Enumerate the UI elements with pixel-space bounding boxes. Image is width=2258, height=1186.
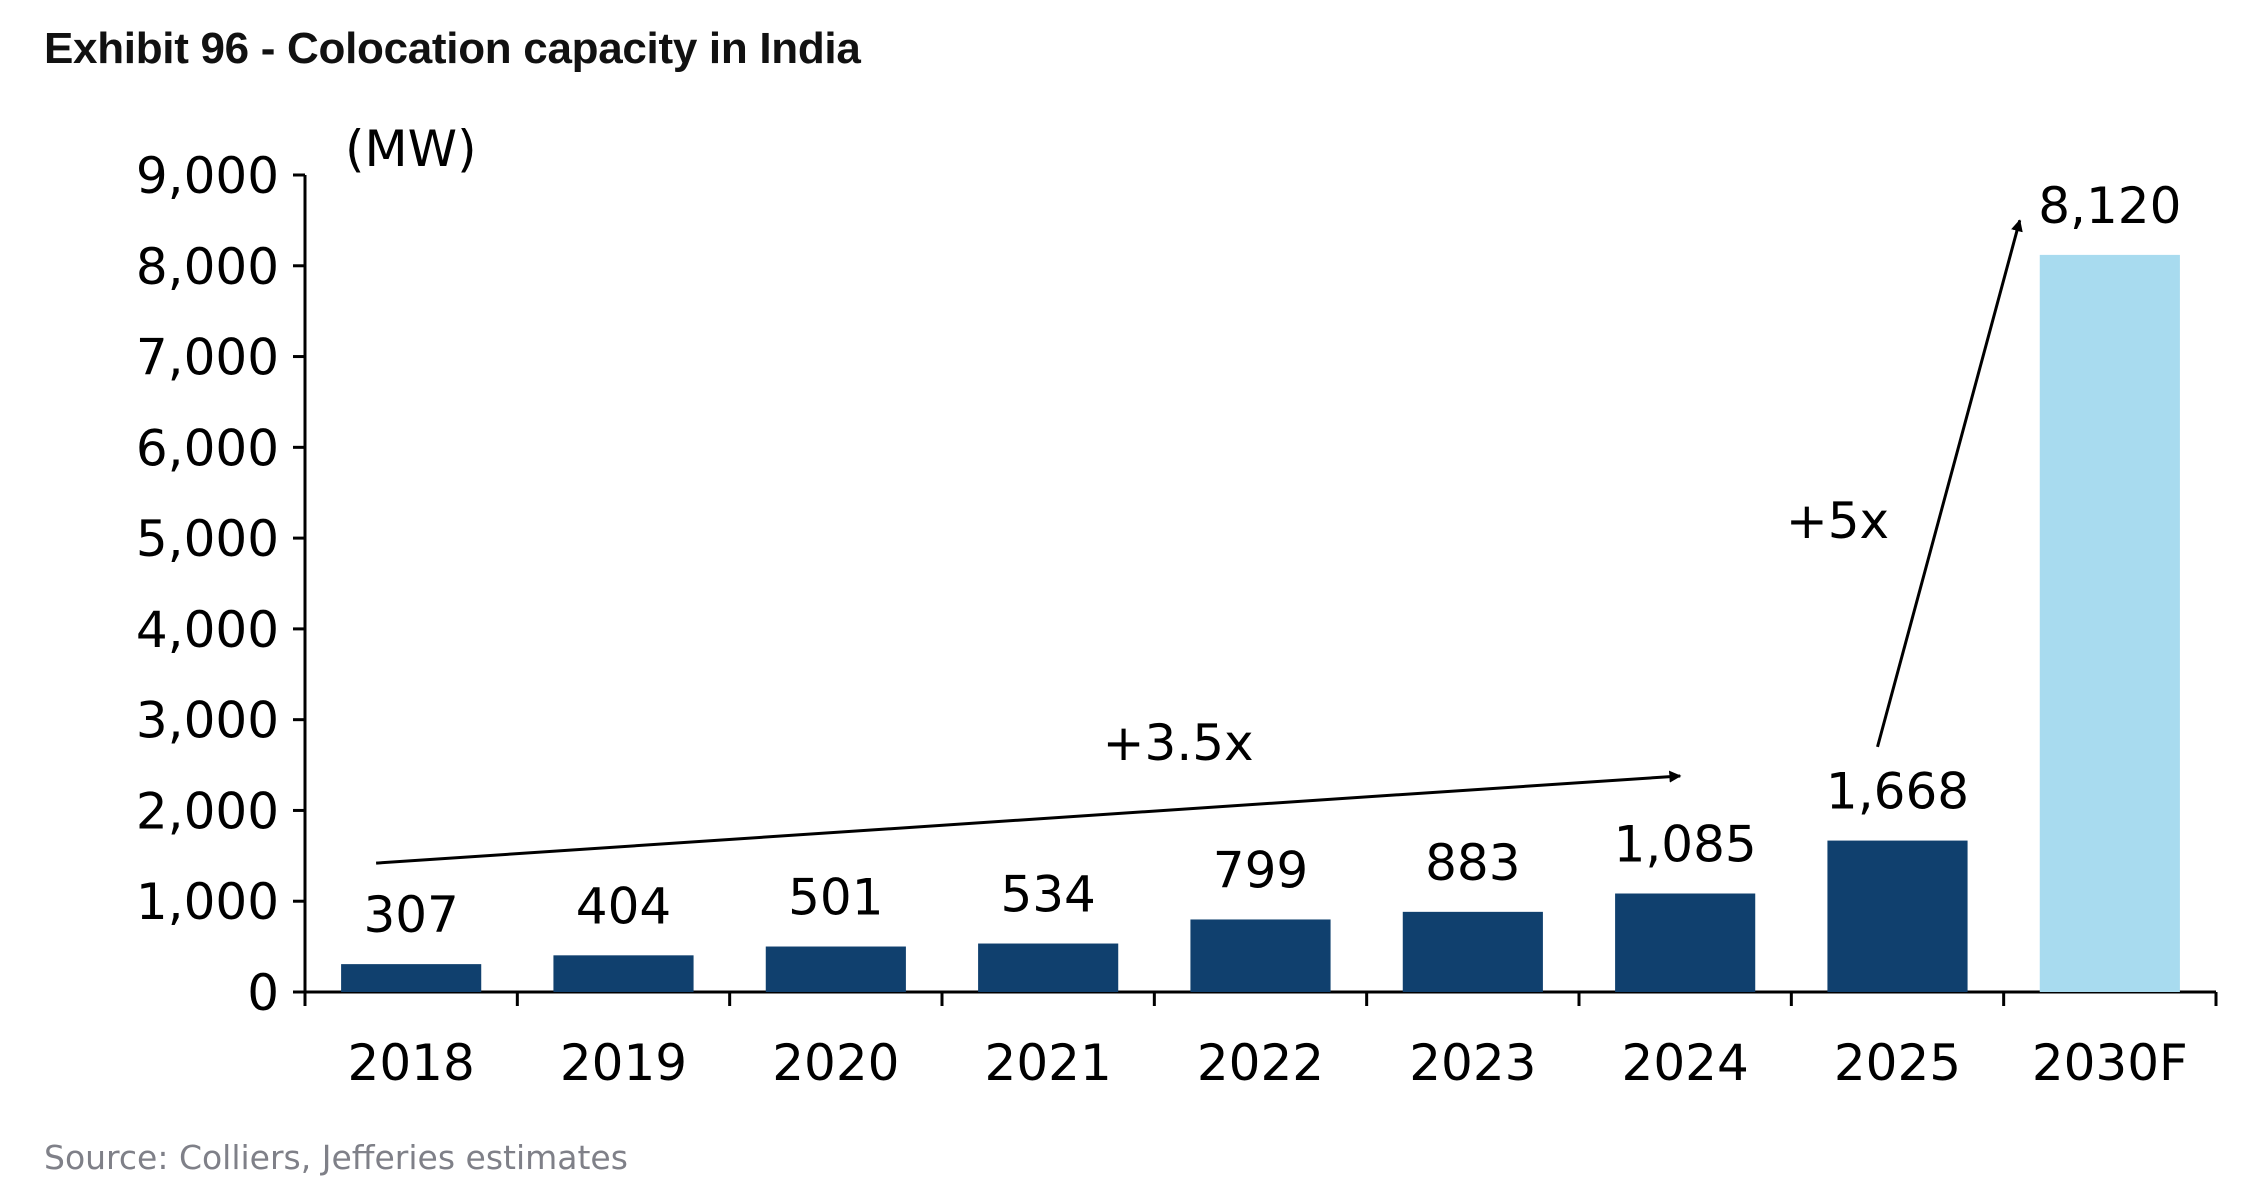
bar-2025 bbox=[1827, 840, 1968, 992]
data-label: 534 bbox=[1000, 866, 1095, 924]
bar-2019 bbox=[553, 955, 694, 992]
x-tick-label: 2022 bbox=[1197, 1034, 1324, 1092]
growth-label-3-5x: +3.5x bbox=[1103, 714, 1254, 772]
y-tick-label: 8,000 bbox=[136, 238, 279, 296]
x-tick-label: 2024 bbox=[1622, 1034, 1749, 1092]
bar-2030f bbox=[2039, 254, 2180, 992]
x-tick-label: 2019 bbox=[560, 1034, 687, 1092]
data-label: 307 bbox=[363, 886, 458, 944]
y-tick-label: 7,000 bbox=[136, 329, 279, 387]
bar-series bbox=[341, 254, 2180, 992]
data-labels: 307 404 501 534 799 883 1,085 1,668 8,120 bbox=[363, 177, 2181, 944]
y-tick-label: 6,000 bbox=[136, 419, 279, 477]
bar-2020 bbox=[765, 946, 906, 992]
bar-2021 bbox=[978, 943, 1119, 992]
source-note: Source: Colliers, Jefferies estimates bbox=[44, 1138, 628, 1177]
bar-2024 bbox=[1615, 893, 1756, 992]
data-label: 501 bbox=[788, 869, 883, 927]
x-axis: 2018 2019 2020 2021 2022 2023 2024 2025 2030F bbox=[303, 990, 2218, 1092]
y-tick-label: 1,000 bbox=[136, 873, 279, 931]
bar-2018 bbox=[341, 964, 482, 992]
bar-2023 bbox=[1402, 911, 1543, 992]
data-label: 883 bbox=[1425, 834, 1520, 892]
data-label: 1,668 bbox=[1826, 763, 1969, 821]
x-tick-label: 2025 bbox=[1834, 1034, 1961, 1092]
x-tick-label: 2021 bbox=[985, 1034, 1112, 1092]
growth-label-5x: +5x bbox=[1786, 492, 1889, 550]
bar-2022 bbox=[1190, 919, 1331, 992]
x-tick-label: 2023 bbox=[1409, 1034, 1536, 1092]
y-tick-label: 0 bbox=[247, 964, 279, 1022]
page-title: Exhibit 96 - Colocation capacity in Indi… bbox=[44, 24, 861, 73]
x-tick-label: 2020 bbox=[772, 1034, 899, 1092]
y-tick-label: 4,000 bbox=[136, 601, 279, 659]
y-tick-label: 9,000 bbox=[136, 147, 279, 205]
data-label: 8,120 bbox=[2038, 177, 2181, 235]
x-tick-label: 2030F bbox=[2032, 1034, 2188, 1092]
data-label: 799 bbox=[1213, 841, 1308, 899]
data-label: 1,085 bbox=[1614, 816, 1757, 874]
y-tick-label: 5,000 bbox=[136, 510, 279, 568]
growth-annotations: +3.5x +5x bbox=[375, 219, 2023, 865]
y-axis-unit-label: (MW) bbox=[345, 120, 477, 178]
y-tick-label: 3,000 bbox=[136, 692, 279, 750]
y-tick-label: 2,000 bbox=[136, 782, 279, 840]
data-label: 404 bbox=[576, 877, 671, 935]
growth-arrow-3-5x bbox=[375, 770, 1682, 865]
y-axis: 0 1,000 2,000 3,000 4,000 5,000 6,000 7,000 8,00… bbox=[136, 147, 307, 1022]
x-tick-label: 2018 bbox=[348, 1034, 475, 1092]
growth-arrow-5x bbox=[1876, 219, 2023, 748]
